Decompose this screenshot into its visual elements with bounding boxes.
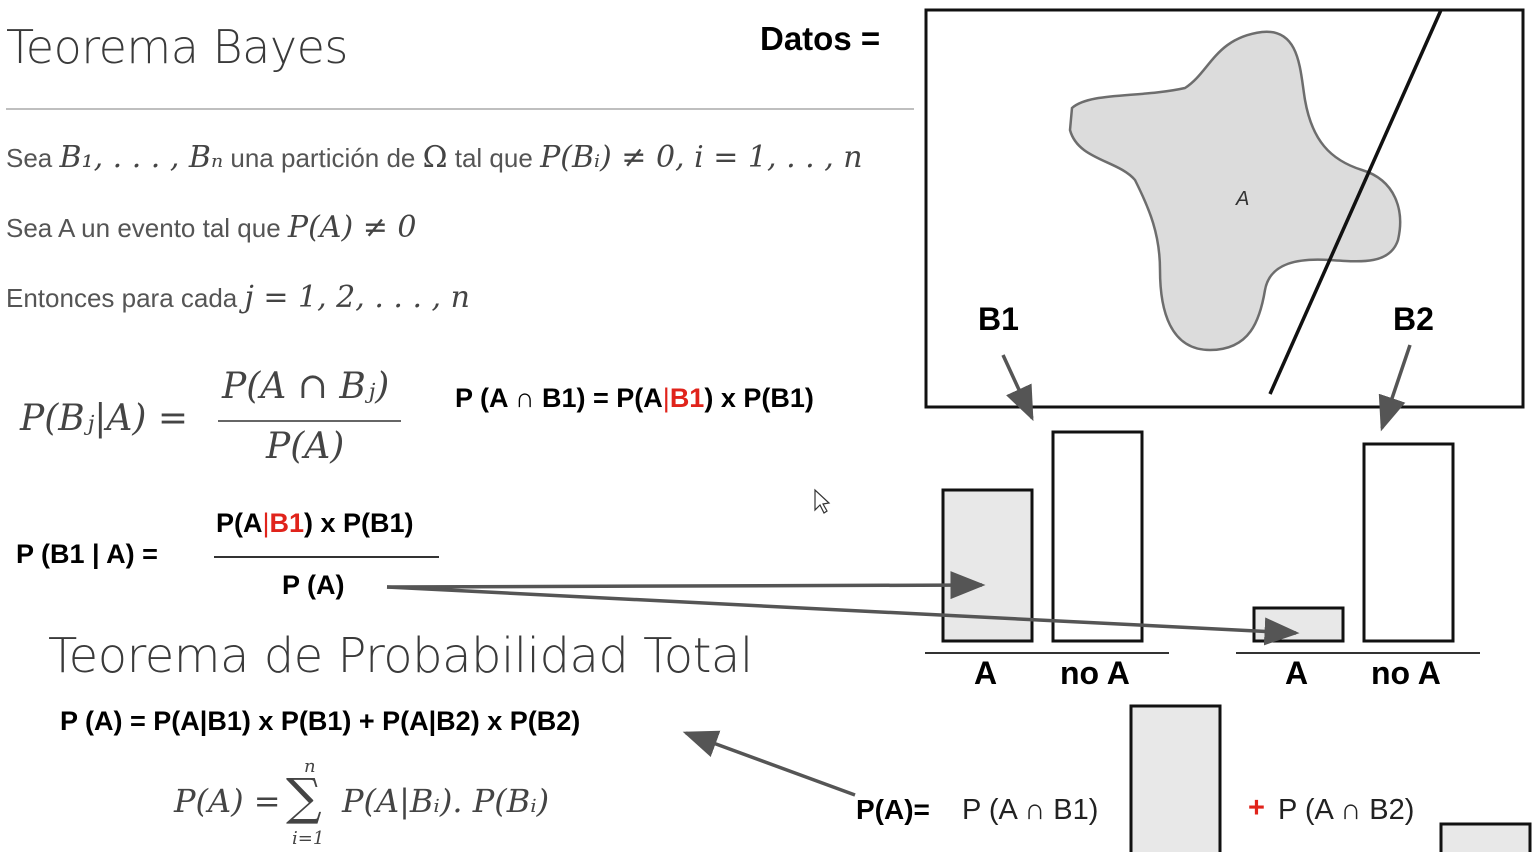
b1-label-a: A <box>974 655 997 691</box>
event-prefix: Sea A un evento tal que <box>6 213 281 243</box>
b2-label-a: A <box>1285 655 1308 691</box>
index-statement: Entonces para cada j = 1, 2, . . . , n <box>6 280 470 315</box>
region-a-label: A <box>1235 188 1249 210</box>
sum-upper: n <box>304 756 316 777</box>
partition-statement: Sea B₁, . . . , Bₙ una partición de Ω ta… <box>6 140 863 175</box>
posterior-num-bar: | <box>262 508 270 538</box>
b1-bar-not-a <box>1051 430 1144 643</box>
b2-label: B2 <box>1393 301 1434 337</box>
pa-arrow-to-b2 <box>386 585 1300 646</box>
total-probability-formula: P (A) = P(A|B1) x P(B1) + P(A|B2) x P(B2… <box>60 706 581 736</box>
sum-lhs: P(A) = <box>174 782 281 820</box>
bayes-lhs: P(Bⱼ|A) = <box>20 398 189 439</box>
posterior-num-post: ) x P(B1) <box>304 508 414 538</box>
pa-arrow-to-b1 <box>386 571 986 600</box>
mouse-cursor-icon <box>814 488 831 514</box>
joint-pre: P (A ∩ B1) = P(A <box>455 383 663 413</box>
sum-lower: i=1 <box>292 828 325 849</box>
bayes-denominator: P(A) <box>266 426 345 467</box>
partition-mid: una partición de <box>230 143 416 173</box>
b2-bar-a <box>1252 606 1345 643</box>
posterior-denominator: P (A) <box>282 570 345 600</box>
partition-sets: B₁, . . . , Bₙ <box>59 140 224 175</box>
posterior-lhs: P (B1 | A) = <box>16 539 158 569</box>
posterior-numerator: P(A|B1) x P(B1) <box>216 508 414 539</box>
posterior-num-pre: P(A <box>216 508 263 538</box>
page-title: Teorema Bayes <box>6 20 348 74</box>
posterior-fraction-bar <box>214 556 439 558</box>
index-prefix: Entonces para cada <box>6 283 238 313</box>
partition-prefix: Sea <box>6 143 53 173</box>
event-statement: Sea A un evento tal que P(A) ≠ 0 <box>6 210 416 245</box>
bottom-plus: + <box>1248 792 1265 824</box>
bayes-fraction-bar <box>218 420 401 422</box>
partition-condition: P(Bᵢ) ≠ 0, i = 1, . . , n <box>540 140 863 175</box>
bottom-pa-label: P(A)= <box>856 794 930 825</box>
total-probability-title: Teorema de Probabilidad Total <box>48 628 753 684</box>
bayes-numerator: P(A ∩ Bⱼ) <box>222 366 390 407</box>
sigma-symbol: ∑ <box>286 768 322 826</box>
total-arrow <box>682 730 856 797</box>
event-a-region <box>1068 30 1402 352</box>
bottom-bar-b2 <box>1439 822 1532 852</box>
b2-arrow <box>1378 344 1412 432</box>
event-condition: P(A) ≠ 0 <box>287 210 417 245</box>
sum-rhs: P(A|Bᵢ). P(Bᵢ) <box>342 782 550 820</box>
b1-label: B1 <box>978 301 1019 337</box>
joint-probability-formula: P (A ∩ B1) = P(A|B1) x P(B1) <box>455 383 814 414</box>
title-divider <box>6 108 914 110</box>
datos-label: Datos = <box>760 20 881 57</box>
joint-post: ) x P(B1) <box>704 383 814 413</box>
omega-symbol: Ω <box>422 140 448 175</box>
posterior-num-b1: B1 <box>269 508 305 538</box>
bottom-term2: P (A ∩ B2) <box>1278 794 1415 826</box>
joint-b1: B1 <box>669 383 705 413</box>
b1-arrow <box>1001 354 1034 422</box>
b2-label-not-a: no A <box>1371 655 1441 691</box>
partition-line <box>1268 9 1443 395</box>
index-range: j = 1, 2, . . . , n <box>244 280 470 315</box>
bottom-term1: P (A ∩ B1) <box>962 794 1099 826</box>
b2-bar-not-a <box>1362 442 1455 643</box>
b1-label-not-a: no A <box>1060 655 1130 691</box>
joint-bar: | <box>662 383 670 413</box>
partition-mid2: tal que <box>454 143 533 173</box>
bottom-bar-b1 <box>1129 704 1222 852</box>
